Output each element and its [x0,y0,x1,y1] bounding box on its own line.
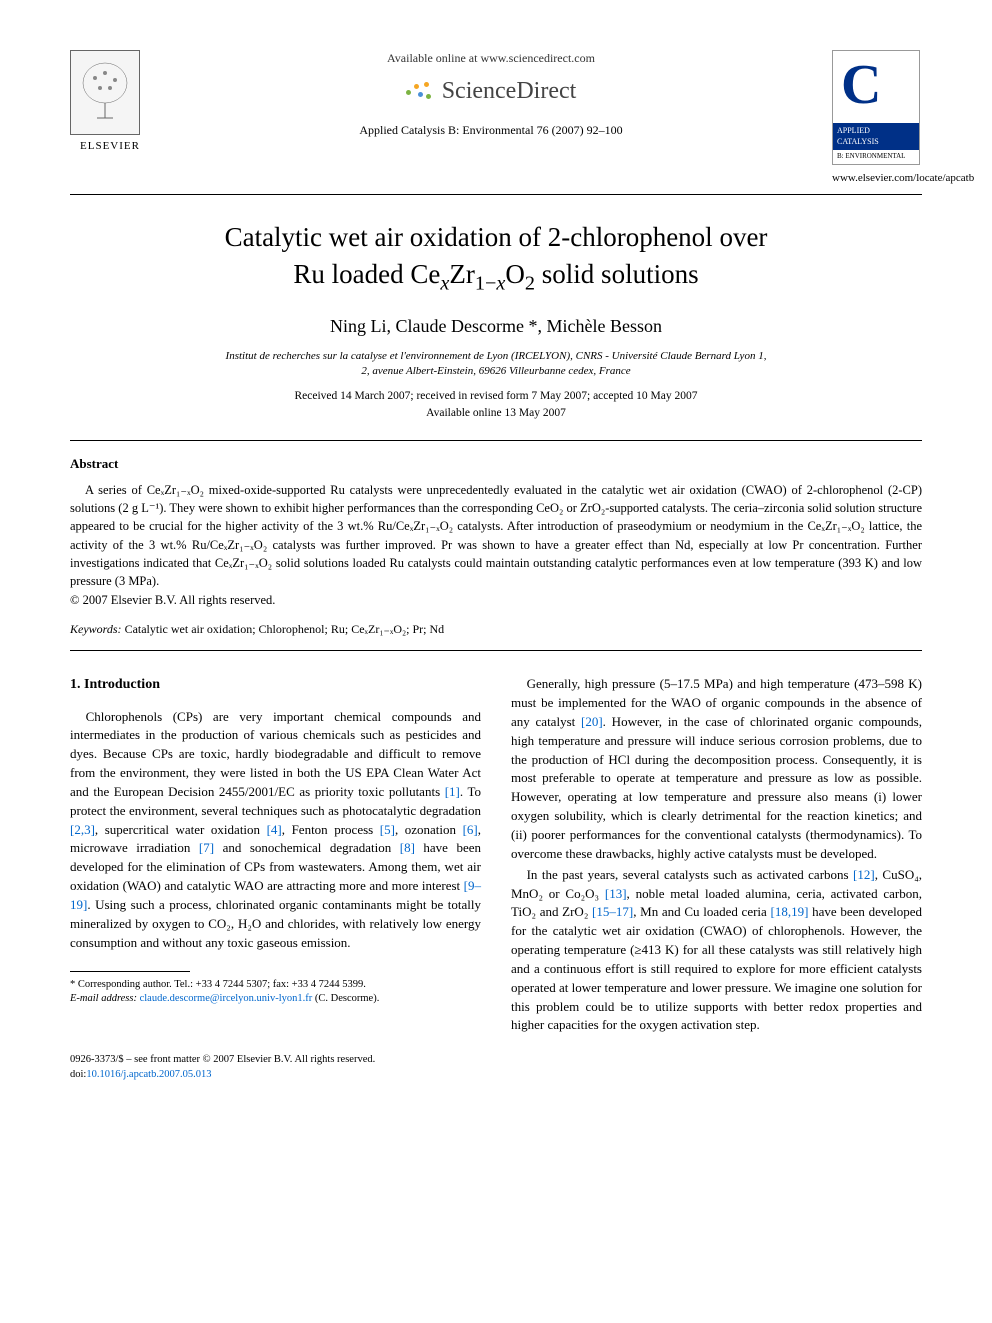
doi-label: doi: [70,1069,86,1080]
doi-link[interactable]: 10.1016/j.apcatb.2007.05.013 [86,1069,211,1080]
citation-link[interactable]: [1] [445,784,460,799]
cover-letter-icon: C [833,51,919,113]
keywords: Keywords: Catalytic wet air oxidation; C… [70,621,922,638]
text: and sonochemical degradation [214,840,400,855]
citation-link[interactable]: [4] [267,822,282,837]
authors: Ning Li, Claude Descorme *, Michèle Bess… [70,314,922,339]
keywords-text: Catalytic wet air oxidation; Chloropheno… [122,622,445,636]
cover-subtitle: B: ENVIRONMENTAL [833,150,919,164]
abstract-bottom-divider [70,650,922,651]
email-link[interactable]: claude.descorme@ircelyon.univ-lyon1.fr [140,993,313,1004]
cover-thumbnail: C APPLIED CATALYSIS B: ENVIRONMENTAL [832,50,920,165]
text: have been developed for the catalytic we… [511,904,922,1032]
text: In the past years, several catalysts suc… [527,867,853,882]
issn-line: 0926-3373/$ – see front matter © 2007 El… [70,1053,922,1068]
sciencedirect-dots-icon [406,82,434,102]
keywords-label: Keywords: [70,622,122,636]
text: , ozonation [395,822,463,837]
publisher-name: ELSEVIER [70,139,150,154]
cover-line1: APPLIED [837,126,870,135]
received-date: Received 14 March 2007; received in revi… [294,390,697,402]
title-line2: Ru loaded CexZr1−xO2 solid solutions [293,259,698,289]
email-label: E-mail address: [70,993,137,1004]
text: . However, in the case of chlorinated or… [511,714,922,861]
available-date: Available online 13 May 2007 [426,407,566,419]
citation-link[interactable]: [15–17] [592,904,633,919]
abstract-top-divider [70,440,922,441]
text: . Using such a process, chlorinated orga… [70,897,481,950]
elsevier-tree-icon [70,50,140,135]
journal-reference: Applied Catalysis B: Environmental 76 (2… [170,122,812,139]
paragraph-2: Generally, high pressure (5–17.5 MPa) an… [511,675,922,863]
citation-link[interactable]: [18,19] [771,904,809,919]
text: , Mn and Cu loaded ceria [633,904,770,919]
citation-link[interactable]: [2,3] [70,822,95,837]
title-line1: Catalytic wet air oxidation of 2-chlorop… [225,222,768,252]
page-container: ELSEVIER Available online at www.science… [0,0,992,1123]
left-column: 1. Introduction Chlorophenols (CPs) are … [70,675,481,1037]
publisher-logo: ELSEVIER [70,50,150,154]
citation-link[interactable]: [5] [380,822,395,837]
text: Chlorophenols (CPs) are very important c… [70,709,481,799]
cover-line2: CATALYSIS [837,137,879,146]
section-title: Introduction [84,677,160,692]
center-header: Available online at www.sciencedirect.co… [150,50,832,139]
platform-name: ScienceDirect [442,75,577,109]
email-name: (C. Descorme). [312,993,379,1004]
affiliation-line2: 2, avenue Albert-Einstein, 69626 Villeur… [361,365,630,377]
text: , Fenton process [282,822,380,837]
body-columns: 1. Introduction Chlorophenols (CPs) are … [70,675,922,1037]
citation-link[interactable]: [13] [605,886,627,901]
header-divider [70,194,922,195]
citation-link[interactable]: [20] [581,714,603,729]
citation-link[interactable]: [7] [199,840,214,855]
citation-link[interactable]: [6] [463,822,478,837]
corresponding-text: * Corresponding author. Tel.: +33 4 7244… [70,978,481,993]
abstract-copyright: © 2007 Elsevier B.V. All rights reserved… [70,592,922,610]
footnote-divider [70,971,190,972]
citation-link[interactable]: [12] [853,867,875,882]
header-row: ELSEVIER Available online at www.science… [70,50,922,186]
section-heading: 1. Introduction [70,675,481,695]
section-number: 1. [70,677,81,692]
text: , supercritical water oxidation [95,822,267,837]
platform-logo: ScienceDirect [170,75,812,109]
doi-line: doi:10.1016/j.apcatb.2007.05.013 [70,1068,922,1083]
page-footer: 0926-3373/$ – see front matter © 2007 El… [70,1053,922,1082]
cover-title: APPLIED CATALYSIS [833,123,919,150]
journal-url[interactable]: www.elsevier.com/locate/apcatb [832,171,922,186]
right-column: Generally, high pressure (5–17.5 MPa) an… [511,675,922,1037]
paragraph-1: Chlorophenols (CPs) are very important c… [70,708,481,953]
affiliation: Institut de recherches sur la catalyse e… [70,349,922,380]
email-line: E-mail address: claude.descorme@ircelyon… [70,992,481,1007]
affiliation-line1: Institut de recherches sur la catalyse e… [226,350,767,362]
abstract-text: A series of CeₓZr₁₋ₓO₂ mixed-oxide-suppo… [70,481,922,590]
corresponding-author-footnote: * Corresponding author. Tel.: +33 4 7244… [70,978,481,1007]
citation-link[interactable]: [8] [400,840,415,855]
article-title: Catalytic wet air oxidation of 2-chlorop… [70,219,922,297]
article-dates: Received 14 March 2007; received in revi… [70,388,922,423]
journal-cover: C APPLIED CATALYSIS B: ENVIRONMENTAL www… [832,50,922,186]
paragraph-3: In the past years, several catalysts suc… [511,866,922,1036]
abstract-heading: Abstract [70,455,922,473]
available-online-text: Available online at www.sciencedirect.co… [170,50,812,67]
